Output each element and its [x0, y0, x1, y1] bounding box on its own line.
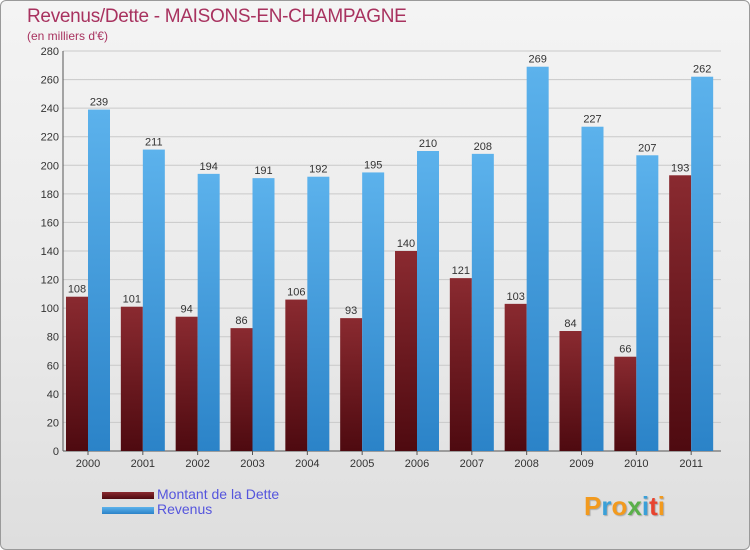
data-label: 103 — [506, 291, 524, 303]
data-label: 101 — [123, 294, 141, 306]
x-tick-label: 2011 — [679, 458, 703, 470]
bar-revenus — [307, 176, 330, 451]
data-label: 210 — [419, 138, 437, 150]
data-label: 108 — [68, 284, 86, 296]
bar-dette — [175, 316, 198, 451]
x-tick-label: 2005 — [350, 458, 374, 470]
x-tick-label: 2008 — [514, 458, 538, 470]
logo-letter: i — [657, 491, 665, 521]
data-label: 106 — [287, 287, 305, 299]
x-tick-label: 2006 — [405, 458, 429, 470]
logo-letter: o — [611, 491, 628, 521]
bar-dette — [504, 303, 527, 451]
y-tick-label: 120 — [41, 275, 59, 287]
y-tick-label: 100 — [41, 303, 59, 315]
y-tick-label: 260 — [41, 75, 59, 87]
bar-dette — [669, 175, 692, 452]
logo-letter: P — [584, 491, 602, 521]
logo-letter: r — [601, 491, 612, 521]
y-tick-label: 60 — [47, 360, 59, 372]
data-label: 86 — [235, 315, 247, 327]
y-tick-label: 0 — [53, 446, 59, 458]
legend-swatch-dette — [102, 492, 154, 499]
data-label: 66 — [619, 344, 631, 356]
legend-label-revenus: Revenus — [157, 501, 213, 517]
bar-dette — [395, 251, 417, 451]
data-label: 191 — [254, 165, 272, 177]
data-label: 211 — [145, 137, 163, 149]
bar-dette — [559, 331, 582, 451]
x-tick-label: 2002 — [185, 458, 209, 470]
logo-letter: i — [641, 491, 650, 521]
proxiti-logo: Proxiti — [584, 491, 665, 522]
y-tick-label: 20 — [47, 417, 59, 429]
x-tick-label: 2004 — [295, 458, 319, 470]
y-tick-label: 280 — [41, 46, 59, 58]
y-tick-label: 180 — [41, 189, 59, 201]
x-tick-label: 2010 — [624, 458, 648, 470]
y-tick-label: 240 — [41, 103, 59, 115]
chart-title: Revenus/Dette - MAISONS-EN-CHAMPAGNE — [27, 6, 407, 27]
bar-revenus — [526, 66, 549, 451]
bar-revenus — [88, 109, 110, 452]
x-tick-label: 2000 — [76, 458, 100, 470]
bar-dette — [285, 299, 308, 451]
logo-letter: x — [627, 491, 642, 521]
bar-revenus — [691, 76, 714, 451]
bar-dette — [230, 328, 253, 451]
bar-dette — [340, 318, 363, 451]
data-label: 227 — [583, 114, 601, 126]
x-tick-label: 2003 — [240, 458, 264, 470]
bar-revenus — [142, 149, 165, 452]
gridlines — [63, 50, 721, 423]
data-label: 207 — [638, 142, 656, 154]
x-tick-label: 2001 — [131, 458, 155, 470]
data-label: 193 — [671, 162, 689, 174]
legend-label-dette: Montant de la Dette — [157, 486, 280, 502]
y-tick-label: 220 — [41, 132, 59, 144]
data-label: 84 — [564, 318, 576, 330]
bar-revenus — [362, 172, 385, 451]
bar-dette — [614, 356, 637, 451]
data-label: 140 — [397, 238, 415, 250]
x-tick-label: 2009 — [569, 458, 593, 470]
bars — [66, 66, 714, 452]
bar-revenus — [471, 153, 494, 451]
bar-revenus — [252, 178, 275, 451]
data-labels: 108 239 101 211 94 194 86 191 106 192 93 195 140 210 1… — [68, 54, 712, 356]
bar-revenus — [636, 155, 659, 452]
data-label: 192 — [309, 164, 327, 176]
axes: 0 20 40 60 80 100 120 140 160 180 200 220 240 260 280 2… — [41, 46, 721, 470]
y-tick-label: 160 — [41, 217, 59, 229]
chart-subtitle: (en milliers d'€) — [27, 29, 108, 43]
bar-dette — [120, 306, 143, 451]
data-label: 208 — [474, 141, 492, 153]
bar-revenus — [417, 151, 439, 451]
bar-revenus — [581, 126, 604, 451]
logo-letter: t — [649, 491, 658, 521]
y-tick-label: 40 — [47, 389, 59, 401]
bar-dette — [449, 278, 472, 451]
data-label: 239 — [90, 97, 108, 109]
bar-revenus — [197, 173, 220, 451]
y-tick-label: 140 — [41, 246, 59, 258]
data-label: 194 — [199, 161, 217, 173]
x-tick-label: 2007 — [460, 458, 484, 470]
legend-swatch-revenus — [102, 507, 154, 514]
y-tick-label: 200 — [41, 160, 59, 172]
y-tick-label: 80 — [47, 332, 59, 344]
data-label: 94 — [181, 304, 193, 316]
data-label: 269 — [528, 54, 546, 66]
data-label: 262 — [693, 64, 711, 76]
bar-dette — [66, 296, 88, 451]
data-label: 121 — [452, 265, 470, 277]
data-label: 195 — [364, 159, 382, 171]
data-label: 93 — [345, 305, 357, 317]
